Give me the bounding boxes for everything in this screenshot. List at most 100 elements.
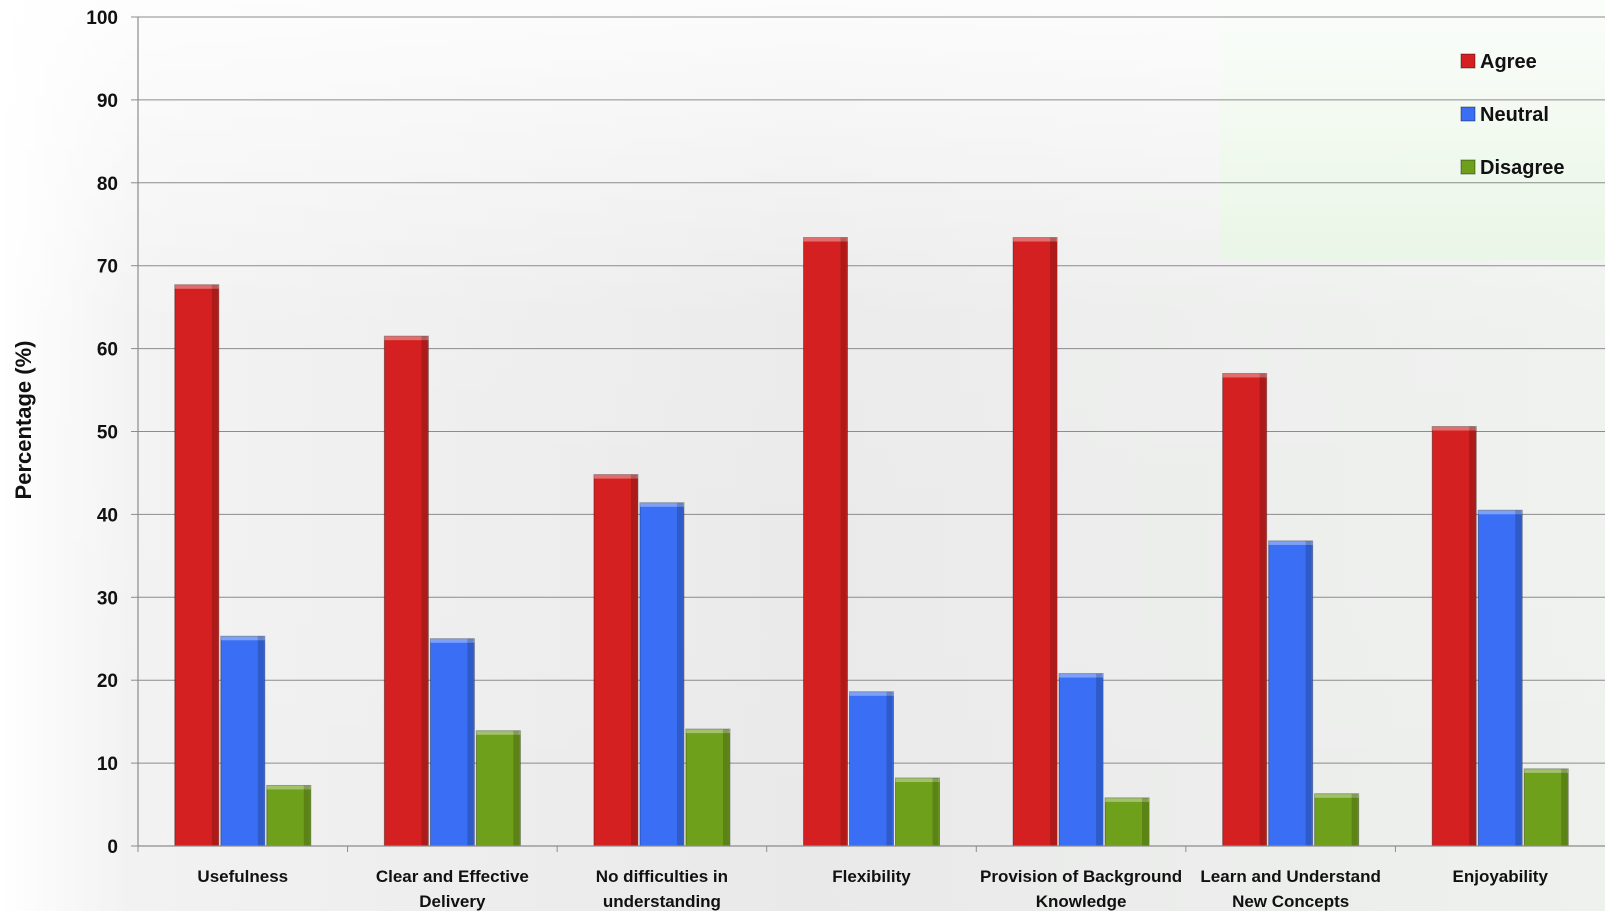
- bar-agree-5: [1012, 237, 1058, 847]
- bar-body: [1222, 372, 1268, 847]
- bar-body: [1012, 237, 1058, 847]
- x-category-label: No difficulties in: [596, 867, 728, 886]
- bar-body: [685, 728, 731, 847]
- bar-cap: [895, 778, 940, 783]
- legend-item-neutral: Neutral: [1460, 104, 1549, 126]
- y-tick-label: 80: [97, 174, 118, 195]
- bar-shade: [676, 502, 683, 846]
- bar-cap: [803, 237, 848, 242]
- bar-neutral-6: [1268, 540, 1314, 847]
- bar-body: [895, 777, 940, 847]
- bar-disagree-1: [266, 784, 312, 847]
- bar-cap: [1432, 426, 1477, 431]
- bar-body: [475, 730, 521, 847]
- bar-cap: [266, 785, 311, 790]
- x-category-label: Knowledge: [1036, 892, 1127, 911]
- x-category-label: Delivery: [419, 892, 486, 911]
- legend-swatch: [1460, 53, 1476, 69]
- bar-cap: [1059, 673, 1104, 678]
- x-category-label: Flexibility: [832, 867, 911, 886]
- bar-cap: [639, 502, 684, 507]
- y-axis-title: Percentage (%): [11, 341, 36, 500]
- bar-shade: [886, 691, 893, 846]
- bar-shade: [1305, 540, 1312, 846]
- bar-body: [1477, 509, 1523, 847]
- bar-cap: [430, 638, 475, 643]
- bar-shade: [1469, 426, 1476, 846]
- bar-shade: [1050, 237, 1057, 847]
- bar-agree-2: [383, 335, 429, 847]
- bar-body: [1058, 673, 1104, 847]
- bar-disagree-6: [1314, 793, 1360, 847]
- bar-shade: [1561, 768, 1568, 846]
- bar-shade: [257, 636, 264, 846]
- gridlines: [138, 16, 1605, 847]
- y-tick-label: 0: [107, 837, 118, 858]
- y-axis: 0 10 20 30 40 50 60 70 80 90 100: [86, 8, 139, 858]
- bar-cap: [384, 336, 429, 341]
- bar-body: [1431, 426, 1477, 847]
- bar-body: [429, 638, 475, 847]
- bar-disagree-3: [685, 728, 731, 847]
- bar-body: [174, 284, 220, 847]
- bar-disagree-4: [895, 777, 940, 847]
- bar-shade: [421, 336, 428, 846]
- x-category-label: New Concepts: [1232, 892, 1349, 911]
- bar-shade: [513, 730, 520, 846]
- bar-body: [220, 635, 266, 847]
- legend-item-agree: Agree: [1460, 51, 1537, 73]
- bar-cap: [593, 474, 638, 479]
- bar-body: [383, 335, 429, 847]
- x-axis: Usefulness Clear and Effective Delivery No …: [137, 845, 1605, 911]
- bar-shade: [211, 284, 218, 847]
- bar-cap: [849, 691, 894, 696]
- bar-shade: [303, 785, 310, 846]
- legend-label: Disagree: [1480, 157, 1565, 179]
- y-tick-label: 20: [97, 671, 118, 692]
- bar-body: [593, 474, 639, 847]
- legend: Agree Neutral Disagree: [1460, 51, 1565, 179]
- bar-neutral-4: [849, 691, 894, 847]
- x-category-label: Usefulness: [197, 867, 288, 886]
- bar-shade: [1515, 510, 1522, 846]
- bar-cap: [1268, 540, 1313, 545]
- bar-cap: [685, 729, 730, 734]
- legend-label: Agree: [1480, 51, 1537, 73]
- y-tick-label: 70: [97, 257, 118, 278]
- x-category-label: Provision of Background: [980, 867, 1182, 886]
- bar-cap: [174, 284, 219, 289]
- bar-shade: [1096, 673, 1103, 846]
- bar-neutral-1: [220, 635, 266, 847]
- bar-shade: [840, 237, 847, 847]
- bar-body: [1314, 793, 1360, 847]
- legend-label: Neutral: [1480, 104, 1549, 126]
- bar-shade: [722, 729, 729, 846]
- y-tick-label: 30: [97, 588, 118, 609]
- x-category-label: Clear and Effective: [376, 867, 529, 886]
- bar-shade: [1142, 797, 1149, 846]
- bar-disagree-7: [1523, 768, 1569, 847]
- bar-agree-4: [803, 237, 848, 847]
- bar-neutral-2: [429, 638, 475, 847]
- y-tick-label: 90: [97, 91, 118, 112]
- bar-cap: [1013, 237, 1058, 242]
- bar-agree-1: [174, 284, 220, 847]
- legend-swatch: [1460, 159, 1476, 175]
- bar-disagree-2: [475, 730, 521, 847]
- x-category-label: Learn and Understand: [1200, 867, 1380, 886]
- bar-disagree-5: [1104, 797, 1150, 847]
- bar-body: [1104, 797, 1150, 847]
- y-tick-label: 40: [97, 505, 118, 526]
- bar-shade: [932, 778, 939, 846]
- x-category-label: Enjoyability: [1453, 867, 1549, 886]
- y-tick-label: 100: [86, 8, 118, 29]
- bar-cap: [1105, 797, 1150, 802]
- bar-cap: [1524, 768, 1569, 773]
- legend-swatch: [1460, 106, 1476, 122]
- bar-neutral-5: [1058, 673, 1104, 847]
- y-tick-label: 50: [97, 423, 118, 444]
